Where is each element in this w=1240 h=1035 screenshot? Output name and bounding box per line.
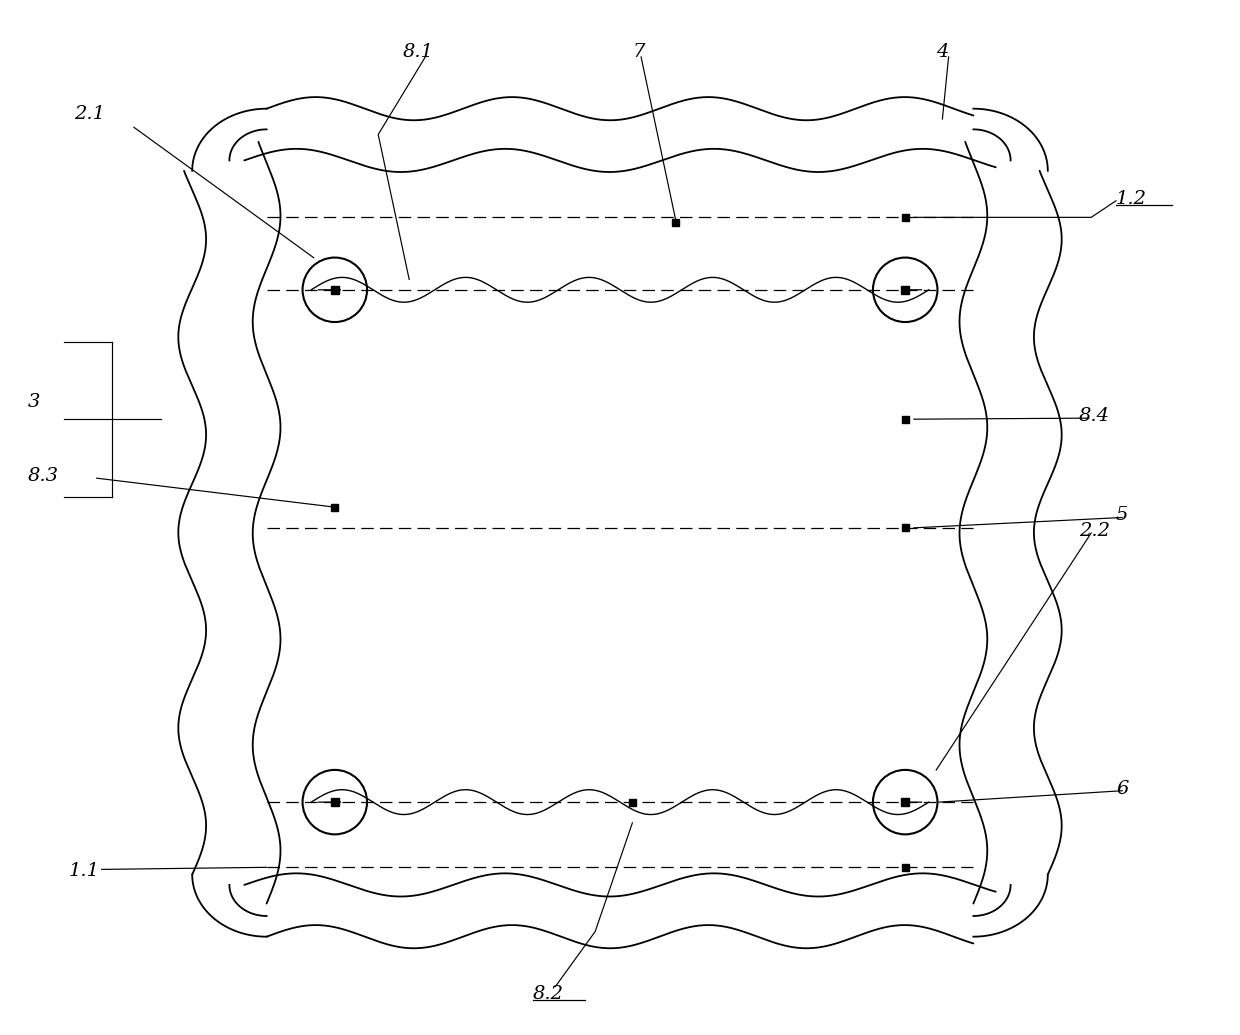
Bar	[901, 286, 909, 294]
Text: 4: 4	[936, 42, 949, 61]
Bar	[629, 799, 636, 805]
Text: 6: 6	[1116, 779, 1128, 798]
Bar	[901, 798, 909, 806]
Text: 8.4: 8.4	[1079, 407, 1110, 425]
Bar	[901, 525, 909, 531]
Bar	[901, 214, 909, 220]
Text: 1.2: 1.2	[1116, 189, 1147, 208]
Bar	[901, 864, 909, 870]
Text: 3: 3	[27, 392, 40, 411]
Text: 5: 5	[1116, 506, 1128, 525]
Text: 2.1: 2.1	[74, 105, 105, 123]
Bar	[672, 219, 680, 226]
Text: 8.1: 8.1	[403, 42, 434, 61]
Text: 8.3: 8.3	[27, 467, 58, 485]
Bar	[331, 286, 339, 294]
Bar	[331, 798, 339, 806]
Text: 8.2: 8.2	[533, 984, 564, 1003]
Bar	[901, 416, 909, 422]
Text: 1.1: 1.1	[68, 862, 99, 881]
Text: 7: 7	[632, 42, 645, 61]
Text: 2.2: 2.2	[1079, 522, 1110, 540]
Bar	[331, 504, 339, 510]
